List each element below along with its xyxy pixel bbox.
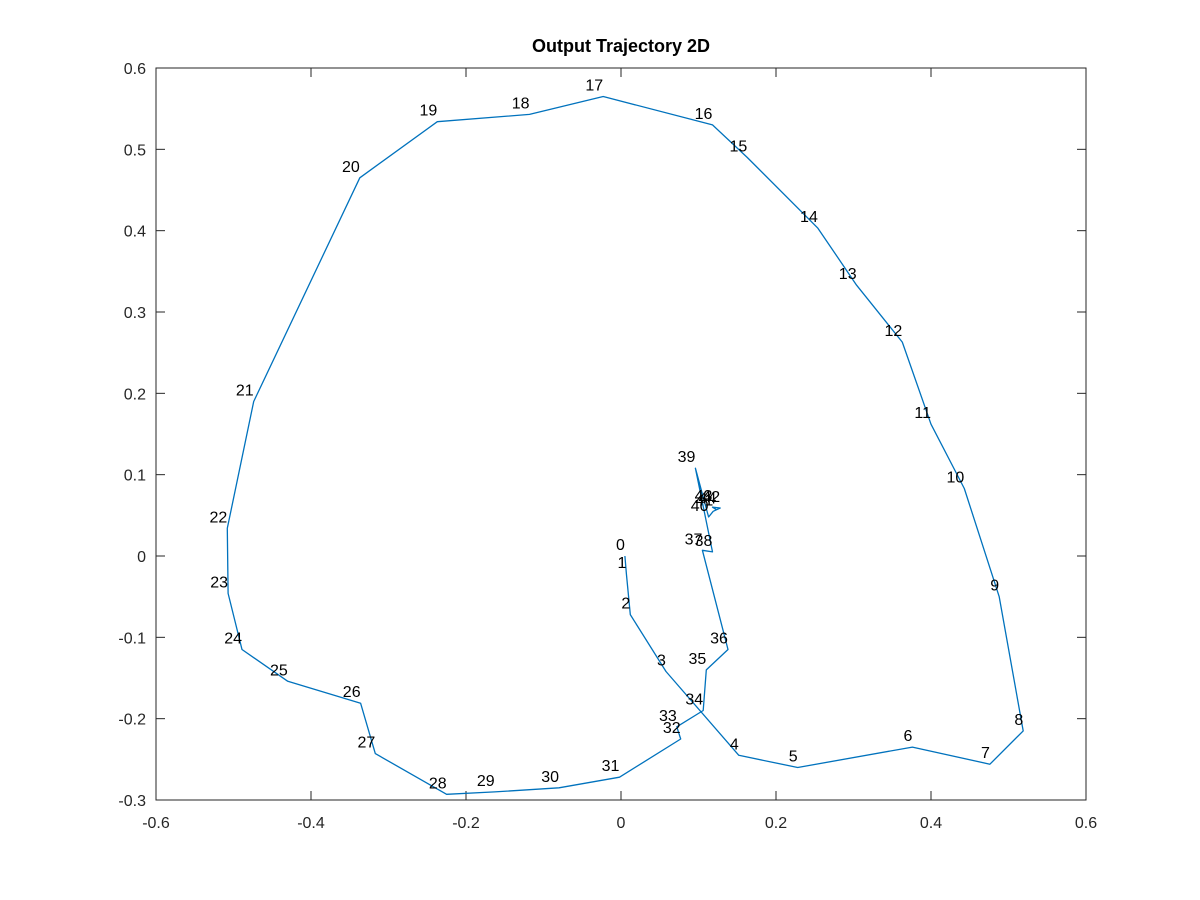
point-label: 8	[1014, 712, 1023, 729]
point-label: 5	[789, 748, 798, 765]
point-label: 1	[618, 555, 627, 572]
y-tick-label: 0.4	[124, 224, 146, 241]
plot-area: 0123456789101112131415161718192021222324…	[210, 77, 1024, 795]
x-tick-label: -0.2	[452, 815, 480, 832]
point-label: 12	[885, 323, 903, 340]
y-tick-label: 0.6	[124, 61, 146, 78]
point-label: 23	[210, 574, 228, 591]
x-tick-label: -0.4	[297, 815, 325, 832]
axis-ticks: -0.6 -0.4 -0.2 0 0.2 0.4 0.6 -0.3 -0.2 -0.1 0 0.1 0.…	[118, 61, 1097, 832]
y-tick-label: 0.2	[124, 386, 146, 403]
trajectory-line	[226, 95, 1024, 795]
y-tick-label: -0.1	[118, 630, 146, 647]
y-tick-label: 0.3	[124, 305, 146, 322]
x-tick-label: -0.6	[142, 815, 170, 832]
point-label: 40	[691, 498, 709, 515]
point-label: 15	[730, 138, 748, 155]
point-label: 26	[343, 684, 361, 701]
axes-box	[155, 67, 1087, 801]
point-label: 2	[621, 596, 630, 613]
point-label: 33	[659, 708, 677, 725]
point-label: 27	[358, 735, 376, 752]
point-label: 9	[990, 578, 999, 595]
point-label: 20	[342, 159, 360, 176]
point-label: 11	[914, 405, 931, 422]
x-tick-label: 0.4	[920, 815, 942, 832]
y-tick-label: 0	[137, 549, 146, 566]
point-label: 10	[947, 469, 965, 486]
y-tick-label: 0.1	[124, 468, 146, 485]
point-label: 28	[429, 775, 447, 792]
point-label: 24	[224, 631, 242, 648]
x-tick-label: 0	[617, 815, 626, 832]
point-label: 36	[710, 631, 728, 648]
point-label: 3	[657, 652, 666, 669]
point-label: 30	[541, 769, 559, 786]
point-label: 16	[695, 106, 713, 123]
point-label: 22	[210, 509, 228, 526]
point-label: 29	[477, 773, 495, 790]
point-label: 32	[663, 720, 681, 737]
point-label: 35	[688, 651, 706, 668]
point-label: 34	[685, 692, 703, 709]
point-label: 14	[800, 209, 818, 226]
y-tick-label: 0.5	[124, 142, 146, 159]
point-label: 31	[602, 758, 620, 775]
point-label: 44	[699, 491, 717, 508]
y-tick-label: -0.2	[118, 712, 146, 729]
point-label: 13	[839, 266, 857, 283]
y-tick-label: -0.3	[118, 793, 146, 810]
point-label: 18	[512, 95, 530, 112]
chart-title: Output Trajectory 2D	[532, 36, 710, 56]
point-label: 21	[236, 382, 254, 399]
point-label: 4	[730, 736, 739, 753]
point-label: 17	[585, 77, 603, 94]
point-label: 19	[420, 103, 438, 120]
x-tick-label: 0.6	[1075, 815, 1097, 832]
point-label: 43	[695, 488, 713, 505]
x-tick-label: 0.2	[765, 815, 787, 832]
point-label: 0	[616, 537, 625, 554]
point-label: 39	[678, 449, 696, 466]
point-label: 37	[685, 531, 703, 548]
point-label: 6	[903, 728, 912, 745]
point-label: 41	[695, 492, 713, 509]
point-label: 42	[702, 489, 720, 506]
point-label: 25	[270, 662, 288, 679]
point-label: 7	[981, 745, 990, 762]
point-label: 38	[695, 533, 713, 550]
